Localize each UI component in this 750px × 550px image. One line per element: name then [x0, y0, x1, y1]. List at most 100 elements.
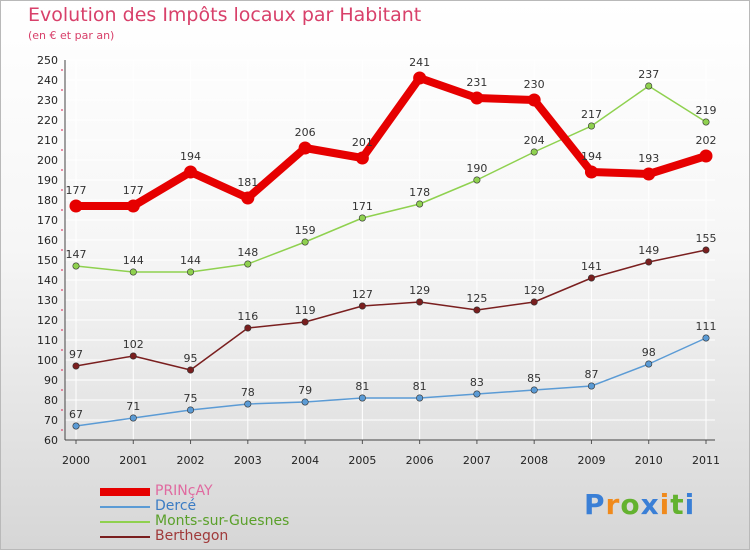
data-point [473, 390, 481, 398]
data-label: 111 [696, 320, 717, 333]
data-point [298, 141, 312, 155]
data-label: 190 [466, 162, 487, 175]
series-line-2 [75, 85, 707, 273]
x-tick-label: 2010 [635, 454, 663, 467]
logo-letter: i [659, 488, 671, 521]
data-point [645, 82, 653, 90]
data-label: 95 [184, 352, 198, 365]
series-line-1 [75, 337, 707, 427]
minor-tick [61, 109, 63, 111]
x-tick-label: 2011 [692, 454, 720, 467]
proxiti-logo: Proxiti [584, 488, 695, 521]
data-label: 217 [581, 108, 602, 121]
data-label: 67 [69, 408, 83, 421]
y-tick-label: 120 [37, 314, 58, 327]
data-point [301, 318, 309, 326]
y-tick-label: 70 [44, 414, 58, 427]
minor-tick [61, 409, 63, 411]
data-point [187, 268, 195, 276]
data-label: 87 [584, 368, 598, 381]
minor-tick [61, 149, 63, 151]
legend-swatch [100, 536, 150, 538]
data-point [69, 199, 83, 213]
y-tick-label: 200 [37, 154, 58, 167]
y-tick-label: 150 [37, 254, 58, 267]
data-label: 148 [237, 246, 258, 259]
data-label: 81 [355, 380, 369, 393]
y-tick-label: 160 [37, 234, 58, 247]
minor-tick [61, 229, 63, 231]
minor-tick [61, 189, 63, 191]
data-point [187, 366, 195, 374]
data-point [699, 149, 713, 163]
data-label: 206 [295, 126, 316, 139]
minor-tick [61, 369, 63, 371]
y-tick-label: 90 [44, 374, 58, 387]
data-point [72, 422, 80, 430]
data-label: 159 [295, 224, 316, 237]
data-label: 202 [696, 134, 717, 147]
data-point [473, 176, 481, 184]
y-tick-label: 100 [37, 354, 58, 367]
y-tick-label: 240 [37, 74, 58, 87]
data-point [187, 406, 195, 414]
minor-tick [61, 289, 63, 291]
data-label: 116 [237, 310, 258, 323]
y-tick-label: 190 [37, 174, 58, 187]
minor-tick [61, 69, 63, 71]
data-point [702, 334, 710, 342]
logo-letter: r [605, 488, 621, 521]
data-label: 147 [66, 248, 87, 261]
minor-tick [61, 129, 63, 131]
data-point [587, 274, 595, 282]
x-tick-label: 2001 [119, 454, 147, 467]
legend-swatch [100, 506, 150, 508]
data-label: 102 [123, 338, 144, 351]
y-tick-label: 210 [37, 134, 58, 147]
data-label: 219 [696, 104, 717, 117]
data-point [584, 165, 598, 179]
x-tick-label: 2003 [234, 454, 262, 467]
data-label: 194 [581, 150, 602, 163]
data-point [587, 122, 595, 130]
data-point [129, 414, 137, 422]
y-tick-label: 140 [37, 274, 58, 287]
data-label: 177 [66, 184, 87, 197]
data-point [129, 268, 137, 276]
data-point [244, 324, 252, 332]
y-tick-label: 110 [37, 334, 58, 347]
data-point [587, 382, 595, 390]
x-tick-label: 2009 [577, 454, 605, 467]
data-label: 144 [123, 254, 144, 267]
x-tick-label: 2004 [291, 454, 319, 467]
data-point [244, 400, 252, 408]
data-label: 237 [638, 68, 659, 81]
chart-subtitle: (en € et par an) [28, 29, 115, 42]
y-tick-label: 130 [37, 294, 58, 307]
minor-tick [61, 429, 63, 431]
data-label: 194 [180, 150, 201, 163]
chart-title: Evolution des Impôts locaux par Habitant [28, 4, 422, 26]
legend-swatch [100, 521, 150, 523]
logo-letter: P [584, 488, 606, 521]
data-point [470, 91, 484, 105]
data-point [355, 151, 369, 165]
data-label: 71 [126, 400, 140, 413]
series-line-0 [76, 74, 708, 210]
data-label: 127 [352, 288, 373, 301]
minor-tick [61, 309, 63, 311]
minor-tick [61, 349, 63, 351]
x-tick-label: 2006 [406, 454, 434, 467]
data-point [358, 394, 366, 402]
data-label: 201 [352, 136, 373, 149]
data-point [244, 260, 252, 268]
y-tick-label: 230 [37, 94, 58, 107]
minor-tick [61, 209, 63, 211]
legend-label: Dercé [155, 498, 197, 514]
data-point [416, 394, 424, 402]
x-tick-label: 2008 [520, 454, 548, 467]
logo-letter: o [620, 488, 641, 521]
minor-tick [61, 389, 63, 391]
